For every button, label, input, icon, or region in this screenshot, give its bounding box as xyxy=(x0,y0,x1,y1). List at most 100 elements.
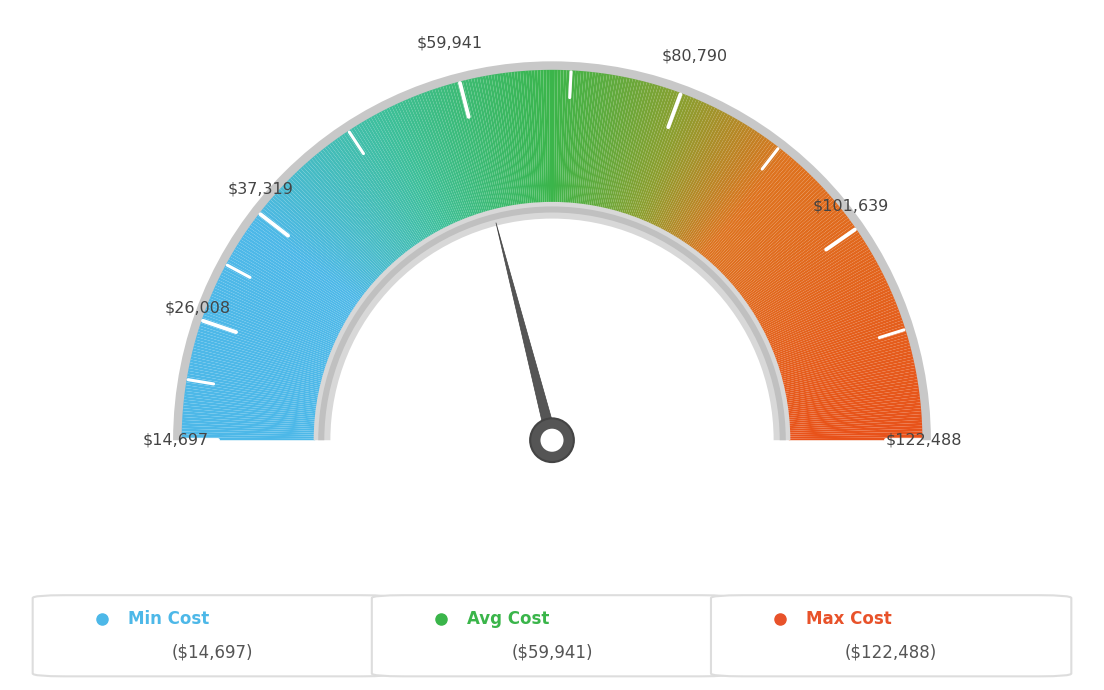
Wedge shape xyxy=(615,83,652,213)
Wedge shape xyxy=(474,77,505,208)
Wedge shape xyxy=(708,161,797,263)
Wedge shape xyxy=(641,97,693,221)
Wedge shape xyxy=(415,95,467,220)
Wedge shape xyxy=(183,400,317,416)
Wedge shape xyxy=(426,91,474,217)
Wedge shape xyxy=(787,394,920,413)
Wedge shape xyxy=(273,195,374,285)
Wedge shape xyxy=(784,362,915,392)
Wedge shape xyxy=(429,90,476,217)
Wedge shape xyxy=(676,124,749,239)
Wedge shape xyxy=(722,182,820,277)
Wedge shape xyxy=(195,337,325,376)
Wedge shape xyxy=(232,252,348,322)
Wedge shape xyxy=(253,220,361,301)
Wedge shape xyxy=(325,146,408,253)
Wedge shape xyxy=(721,180,818,275)
Wedge shape xyxy=(532,70,541,204)
Wedge shape xyxy=(565,70,575,204)
Wedge shape xyxy=(691,141,772,250)
Wedge shape xyxy=(596,77,624,208)
Wedge shape xyxy=(580,72,598,206)
Wedge shape xyxy=(240,239,353,313)
Wedge shape xyxy=(784,365,915,394)
Circle shape xyxy=(530,418,574,462)
Wedge shape xyxy=(400,101,456,224)
Wedge shape xyxy=(715,172,809,270)
Wedge shape xyxy=(189,365,320,394)
Wedge shape xyxy=(671,120,741,237)
Wedge shape xyxy=(187,380,318,403)
Wedge shape xyxy=(491,75,514,206)
Wedge shape xyxy=(411,97,463,221)
Wedge shape xyxy=(318,151,404,257)
Wedge shape xyxy=(768,290,892,346)
Wedge shape xyxy=(552,70,555,204)
Text: $26,008: $26,008 xyxy=(164,300,231,315)
Wedge shape xyxy=(595,76,622,208)
Wedge shape xyxy=(749,235,861,310)
Wedge shape xyxy=(305,162,395,264)
Wedge shape xyxy=(227,259,346,326)
Wedge shape xyxy=(198,331,326,373)
Wedge shape xyxy=(309,159,399,262)
Wedge shape xyxy=(268,199,372,288)
Wedge shape xyxy=(188,368,320,396)
Wedge shape xyxy=(786,388,920,408)
Wedge shape xyxy=(731,197,834,286)
Wedge shape xyxy=(182,431,316,437)
Wedge shape xyxy=(197,334,325,374)
Wedge shape xyxy=(692,142,774,251)
Wedge shape xyxy=(652,105,712,227)
Wedge shape xyxy=(184,388,318,408)
Wedge shape xyxy=(205,306,331,357)
Wedge shape xyxy=(746,230,858,307)
Wedge shape xyxy=(259,211,367,295)
Wedge shape xyxy=(718,176,814,273)
Wedge shape xyxy=(298,168,391,268)
Wedge shape xyxy=(296,170,390,269)
Wedge shape xyxy=(337,137,416,248)
Wedge shape xyxy=(782,351,912,385)
Wedge shape xyxy=(558,70,564,204)
Text: $59,941: $59,941 xyxy=(416,36,482,51)
Wedge shape xyxy=(555,70,561,204)
Wedge shape xyxy=(187,374,319,400)
Wedge shape xyxy=(389,106,449,228)
Wedge shape xyxy=(432,89,477,216)
Wedge shape xyxy=(386,108,448,228)
Wedge shape xyxy=(618,85,658,213)
Wedge shape xyxy=(256,215,363,298)
Wedge shape xyxy=(590,75,613,206)
Wedge shape xyxy=(709,162,799,264)
Wedge shape xyxy=(341,134,418,246)
Wedge shape xyxy=(435,88,479,215)
Wedge shape xyxy=(182,420,316,429)
Wedge shape xyxy=(424,92,471,218)
Wedge shape xyxy=(182,428,316,435)
Wedge shape xyxy=(274,193,375,284)
Wedge shape xyxy=(787,402,921,418)
Wedge shape xyxy=(711,166,804,266)
Wedge shape xyxy=(538,70,544,204)
Wedge shape xyxy=(371,116,438,234)
Wedge shape xyxy=(471,78,502,209)
Wedge shape xyxy=(788,423,922,431)
Wedge shape xyxy=(775,315,902,362)
Wedge shape xyxy=(295,172,389,270)
Wedge shape xyxy=(646,100,702,224)
Wedge shape xyxy=(206,304,332,355)
Wedge shape xyxy=(246,230,358,307)
Wedge shape xyxy=(591,75,616,207)
Text: $80,790: $80,790 xyxy=(661,48,728,63)
Wedge shape xyxy=(683,132,761,244)
Wedge shape xyxy=(714,170,808,269)
Wedge shape xyxy=(318,206,786,440)
Wedge shape xyxy=(192,351,322,385)
Wedge shape xyxy=(760,262,878,328)
Wedge shape xyxy=(488,75,513,207)
Wedge shape xyxy=(173,61,931,440)
Wedge shape xyxy=(480,77,508,208)
Wedge shape xyxy=(785,371,916,397)
Wedge shape xyxy=(648,101,704,224)
